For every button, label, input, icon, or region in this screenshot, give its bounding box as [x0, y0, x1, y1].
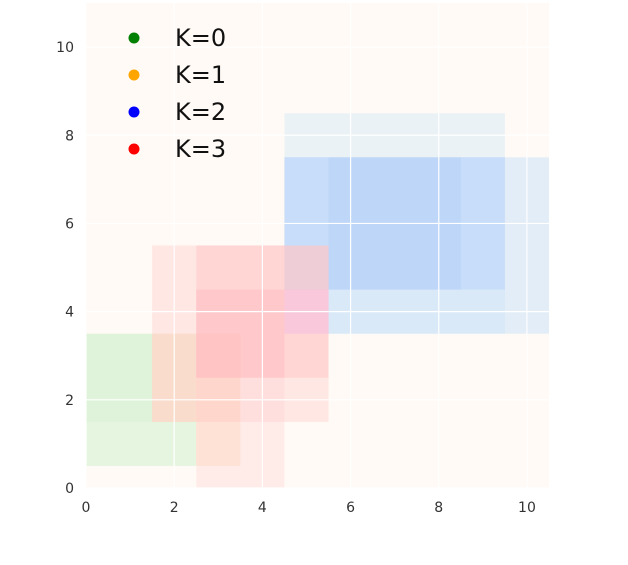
- legend-item-k3: K=3: [128, 135, 226, 163]
- axis-tick-labels: 0 2 4 6 8 10 0 2 4 6 8 10: [56, 40, 536, 516]
- legend-item-k2: K=2: [128, 98, 226, 126]
- legend-marker: [128, 143, 140, 155]
- legend-marker: [128, 32, 140, 44]
- region-k0-1: [86, 333, 153, 422]
- y-tick-label: 0: [65, 481, 74, 497]
- legend-label: K=1: [175, 61, 226, 89]
- legend-marker: [128, 106, 140, 118]
- legend: K=0 K=1 K=2 K=3: [128, 24, 226, 163]
- y-tick-label: 2: [65, 393, 74, 409]
- x-tick-label: 6: [346, 500, 355, 516]
- legend-marker: [128, 69, 140, 81]
- y-tick-label: 10: [56, 40, 74, 56]
- legend-item-k0: K=0: [128, 24, 226, 52]
- x-tick-label: 0: [82, 500, 91, 516]
- legend-label: K=3: [175, 135, 226, 163]
- x-tick-label: 2: [170, 500, 179, 516]
- y-tick-label: 6: [65, 216, 74, 232]
- region-k3-10: [196, 289, 285, 378]
- legend-label: K=2: [175, 98, 226, 126]
- region-k1-2: [152, 333, 241, 422]
- legend-item-k1: K=1: [128, 61, 226, 89]
- region-k3-11: [196, 377, 285, 488]
- plot-area: [85, 3, 549, 489]
- region-k1-3: [196, 377, 241, 466]
- y-tick-label: 8: [65, 128, 74, 144]
- x-tick-label: 8: [434, 500, 443, 516]
- x-tick-label: 4: [258, 500, 267, 516]
- x-tick-label: 10: [518, 500, 536, 516]
- legend-label: K=0: [175, 24, 226, 52]
- y-tick-label: 4: [65, 305, 74, 321]
